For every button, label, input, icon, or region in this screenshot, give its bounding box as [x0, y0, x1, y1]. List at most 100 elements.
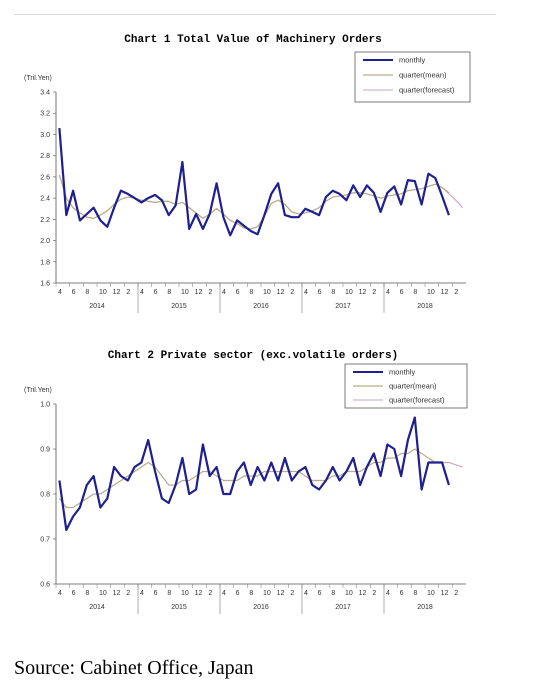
y-tick-label: 2.8: [40, 153, 50, 160]
x-tick-label: 8: [249, 590, 253, 597]
x-tick-label: 8: [331, 590, 335, 597]
x-tick-label: 8: [413, 590, 417, 597]
x-tick-label: 8: [249, 289, 253, 296]
x-tick-label: 8: [167, 289, 171, 296]
year-label: 2016: [253, 604, 269, 611]
x-tick-label: 8: [167, 590, 171, 597]
x-tick-label: 12: [113, 289, 121, 296]
year-label: 2017: [335, 303, 351, 310]
series-line-monthly: [58, 128, 450, 237]
x-tick-label: 8: [413, 289, 417, 296]
x-tick-label: 12: [359, 590, 367, 597]
x-tick-label: 2: [126, 289, 130, 296]
x-tick-label: 4: [222, 590, 226, 597]
year-label: 2015: [171, 303, 187, 310]
x-tick-label: 2: [208, 289, 212, 296]
x-tick-label: 10: [427, 590, 435, 597]
x-tick-label: 4: [58, 590, 62, 597]
y-unit-label: (Tril.Yen): [24, 75, 52, 82]
x-tick-label: 6: [400, 590, 404, 597]
y-tick-label: 3.4: [40, 90, 50, 97]
year-label: 2014: [89, 604, 105, 611]
legend-label: quarter(forecast): [399, 86, 455, 95]
x-tick-label: 2: [208, 590, 212, 597]
x-tick-label: 4: [222, 289, 226, 296]
x-tick-label: 10: [263, 289, 271, 296]
x-tick-label: 6: [154, 590, 158, 597]
y-tick-label: 0.9: [40, 447, 50, 454]
year-label: 2016: [253, 303, 269, 310]
legend-label: monthly: [389, 368, 416, 377]
x-tick-label: 12: [277, 289, 285, 296]
top-rule: [14, 14, 496, 15]
y-tick-label: 3.0: [40, 132, 50, 139]
legend-label: monthly: [399, 56, 426, 65]
year-label: 2017: [335, 604, 351, 611]
y-tick-label: 0.6: [40, 582, 50, 589]
year-label: 2018: [417, 303, 433, 310]
chart-title: Chart 2 Private sector (exc.volatile ord…: [108, 350, 398, 362]
source-note: Source: Cabinet Office, Japan: [14, 657, 254, 679]
legend-label: quarter(mean): [399, 71, 447, 80]
y-tick-label: 0.8: [40, 492, 50, 499]
y-tick-label: 2.4: [40, 196, 50, 203]
x-tick-label: 8: [331, 289, 335, 296]
x-tick-label: 4: [304, 590, 308, 597]
x-tick-label: 12: [441, 590, 449, 597]
x-tick-label: 10: [99, 590, 107, 597]
y-tick-label: 1.8: [40, 259, 50, 266]
legend-label: quarter(mean): [389, 382, 437, 391]
x-tick-label: 12: [113, 590, 121, 597]
x-tick-label: 6: [72, 590, 76, 597]
series-line-quarter-forecast: [442, 461, 463, 468]
x-tick-label: 12: [195, 590, 203, 597]
y-tick-label: 1.6: [40, 281, 50, 288]
x-tick-label: 2: [126, 590, 130, 597]
x-tick-label: 6: [154, 289, 158, 296]
x-tick-label: 10: [99, 289, 107, 296]
year-label: 2015: [171, 604, 187, 611]
y-unit-label: (Tril.Yen): [24, 387, 52, 394]
y-tick-label: 3.2: [40, 111, 50, 118]
legend-label: quarter(forecast): [389, 396, 445, 405]
x-tick-label: 12: [441, 289, 449, 296]
x-tick-label: 10: [181, 289, 189, 296]
x-tick-label: 4: [140, 590, 144, 597]
x-tick-label: 2: [372, 590, 376, 597]
x-tick-label: 6: [318, 289, 322, 296]
x-tick-label: 6: [400, 289, 404, 296]
y-tick-label: 2.6: [40, 174, 50, 181]
x-tick-label: 12: [359, 289, 367, 296]
x-tick-label: 4: [304, 289, 308, 296]
chart-title: Chart 1 Total Value of Machinery Orders: [124, 34, 381, 46]
series-line-monthly: [58, 416, 450, 532]
x-tick-label: 8: [85, 590, 89, 597]
year-label: 2014: [89, 303, 105, 310]
x-tick-label: 6: [236, 289, 240, 296]
y-tick-label: 2.2: [40, 217, 50, 224]
chart-private-sector: Chart 2 Private sector (exc.volatile ord…: [24, 350, 468, 614]
series-line-quarter-mean: [58, 174, 450, 230]
chart-machinery-orders: Chart 1 Total Value of Machinery Orders (…: [24, 34, 471, 313]
y-tick-label: 2.0: [40, 238, 50, 245]
x-tick-label: 2: [372, 289, 376, 296]
x-tick-label: 6: [318, 590, 322, 597]
x-tick-label: 4: [386, 289, 390, 296]
x-tick-label: 2: [454, 590, 458, 597]
x-tick-label: 10: [345, 289, 353, 296]
y-tick-label: 0.7: [40, 537, 50, 544]
x-tick-label: 12: [277, 590, 285, 597]
x-tick-label: 12: [195, 289, 203, 296]
x-tick-label: 2: [290, 289, 294, 296]
x-tick-label: 6: [236, 590, 240, 597]
x-tick-label: 6: [72, 289, 76, 296]
x-tick-label: 4: [58, 289, 62, 296]
x-tick-label: 4: [140, 289, 144, 296]
x-tick-label: 8: [85, 289, 89, 296]
x-tick-label: 10: [427, 289, 435, 296]
y-tick-label: 1.0: [40, 402, 50, 409]
x-tick-label: 4: [386, 590, 390, 597]
x-tick-label: 10: [345, 590, 353, 597]
year-label: 2018: [417, 604, 433, 611]
x-tick-label: 10: [263, 590, 271, 597]
